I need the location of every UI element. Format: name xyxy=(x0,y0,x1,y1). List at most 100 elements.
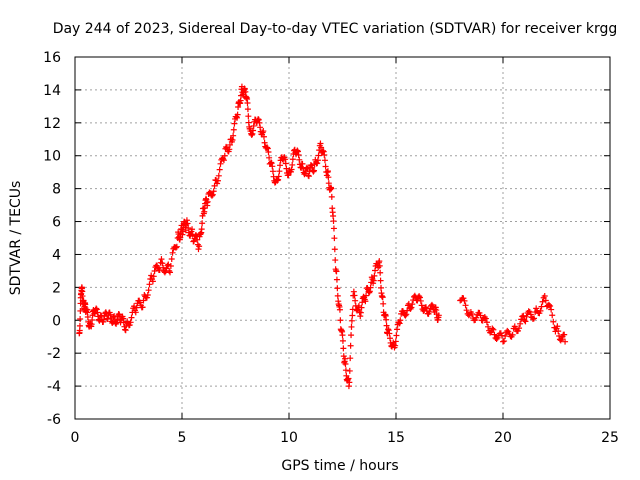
data-point xyxy=(305,172,312,179)
data-point xyxy=(156,267,163,274)
data-point xyxy=(331,246,338,253)
data-point xyxy=(274,177,281,184)
data-point xyxy=(269,168,276,175)
data-point xyxy=(328,185,335,192)
data-point xyxy=(183,217,190,224)
data-point xyxy=(523,313,530,320)
data-point xyxy=(282,160,289,167)
data-point xyxy=(256,119,263,126)
data-point xyxy=(485,323,492,330)
data-point xyxy=(387,335,394,342)
data-point xyxy=(372,267,379,274)
data-point xyxy=(194,236,201,243)
data-points xyxy=(76,83,569,390)
data-point xyxy=(289,156,296,163)
data-point xyxy=(245,113,252,120)
data-point xyxy=(336,306,343,313)
data-point xyxy=(407,305,414,312)
data-point xyxy=(408,304,415,311)
data-point xyxy=(501,338,508,345)
data-point xyxy=(317,140,324,147)
data-point xyxy=(348,323,355,330)
data-point xyxy=(310,168,317,175)
data-point xyxy=(349,312,356,319)
data-point xyxy=(94,309,101,316)
data-point xyxy=(190,238,197,245)
data-point xyxy=(418,302,425,309)
y-axis-label: SDTVAR / TECUs xyxy=(8,181,24,296)
data-point xyxy=(282,156,289,163)
data-point xyxy=(76,322,83,329)
y-tick-label: 2 xyxy=(52,280,61,296)
plot-frame xyxy=(74,56,611,420)
data-point xyxy=(104,316,111,323)
data-point xyxy=(482,315,489,322)
y-tick-label: 4 xyxy=(52,247,61,263)
data-point xyxy=(249,130,256,137)
data-point xyxy=(168,255,175,262)
data-point xyxy=(158,256,165,263)
data-point xyxy=(517,320,524,327)
data-point xyxy=(185,225,192,232)
data-point xyxy=(128,314,135,321)
data-point xyxy=(112,320,119,327)
data-point xyxy=(342,367,349,374)
data-point xyxy=(529,316,536,323)
x-axis-label: GPS time / hours xyxy=(281,458,398,474)
data-point xyxy=(385,326,392,333)
data-point xyxy=(275,173,282,180)
data-point xyxy=(332,257,339,264)
data-point xyxy=(320,148,327,155)
data-point xyxy=(539,298,546,305)
data-point xyxy=(305,173,312,180)
data-point xyxy=(122,327,129,334)
data-point xyxy=(378,284,385,291)
data-point xyxy=(366,289,373,296)
data-point xyxy=(294,147,301,154)
data-point xyxy=(465,312,472,319)
data-point xyxy=(325,174,332,181)
data-point xyxy=(362,298,369,305)
data-point xyxy=(547,303,554,310)
data-point xyxy=(549,312,556,319)
data-point xyxy=(468,311,475,318)
data-point xyxy=(139,304,146,311)
data-point xyxy=(352,297,359,304)
data-point xyxy=(159,260,166,267)
data-point xyxy=(189,226,196,233)
data-point xyxy=(169,249,176,256)
data-point xyxy=(561,331,568,338)
data-point xyxy=(383,322,390,329)
data-point xyxy=(216,166,223,173)
x-tick-label: 5 xyxy=(178,430,187,446)
data-point xyxy=(331,235,338,242)
data-point xyxy=(356,309,363,316)
data-point xyxy=(363,292,370,299)
data-point xyxy=(264,144,271,151)
data-point xyxy=(184,220,191,227)
data-point xyxy=(525,308,532,315)
data-point xyxy=(208,192,215,199)
data-point xyxy=(320,147,327,154)
data-point xyxy=(275,176,282,183)
data-point xyxy=(161,269,168,276)
data-point xyxy=(416,293,423,300)
data-point xyxy=(265,149,272,156)
data-point xyxy=(370,280,377,287)
data-point xyxy=(330,218,337,225)
data-point xyxy=(234,111,241,118)
data-point xyxy=(346,379,353,386)
y-tick-label: 8 xyxy=(52,182,61,198)
data-point xyxy=(463,307,470,314)
data-point xyxy=(409,301,416,308)
data-point xyxy=(221,152,228,159)
data-point xyxy=(295,152,302,159)
data-point xyxy=(264,145,271,152)
tick-labels: 0 5 10 15 20 25 -6 -4 -2 0 2 4 6 8 10 12 14 16 xyxy=(43,50,619,446)
data-point xyxy=(339,337,346,344)
data-point xyxy=(357,309,364,316)
y-tick-label: 10 xyxy=(43,149,61,165)
data-point xyxy=(504,327,511,334)
data-point xyxy=(473,314,480,321)
data-point xyxy=(248,131,255,138)
